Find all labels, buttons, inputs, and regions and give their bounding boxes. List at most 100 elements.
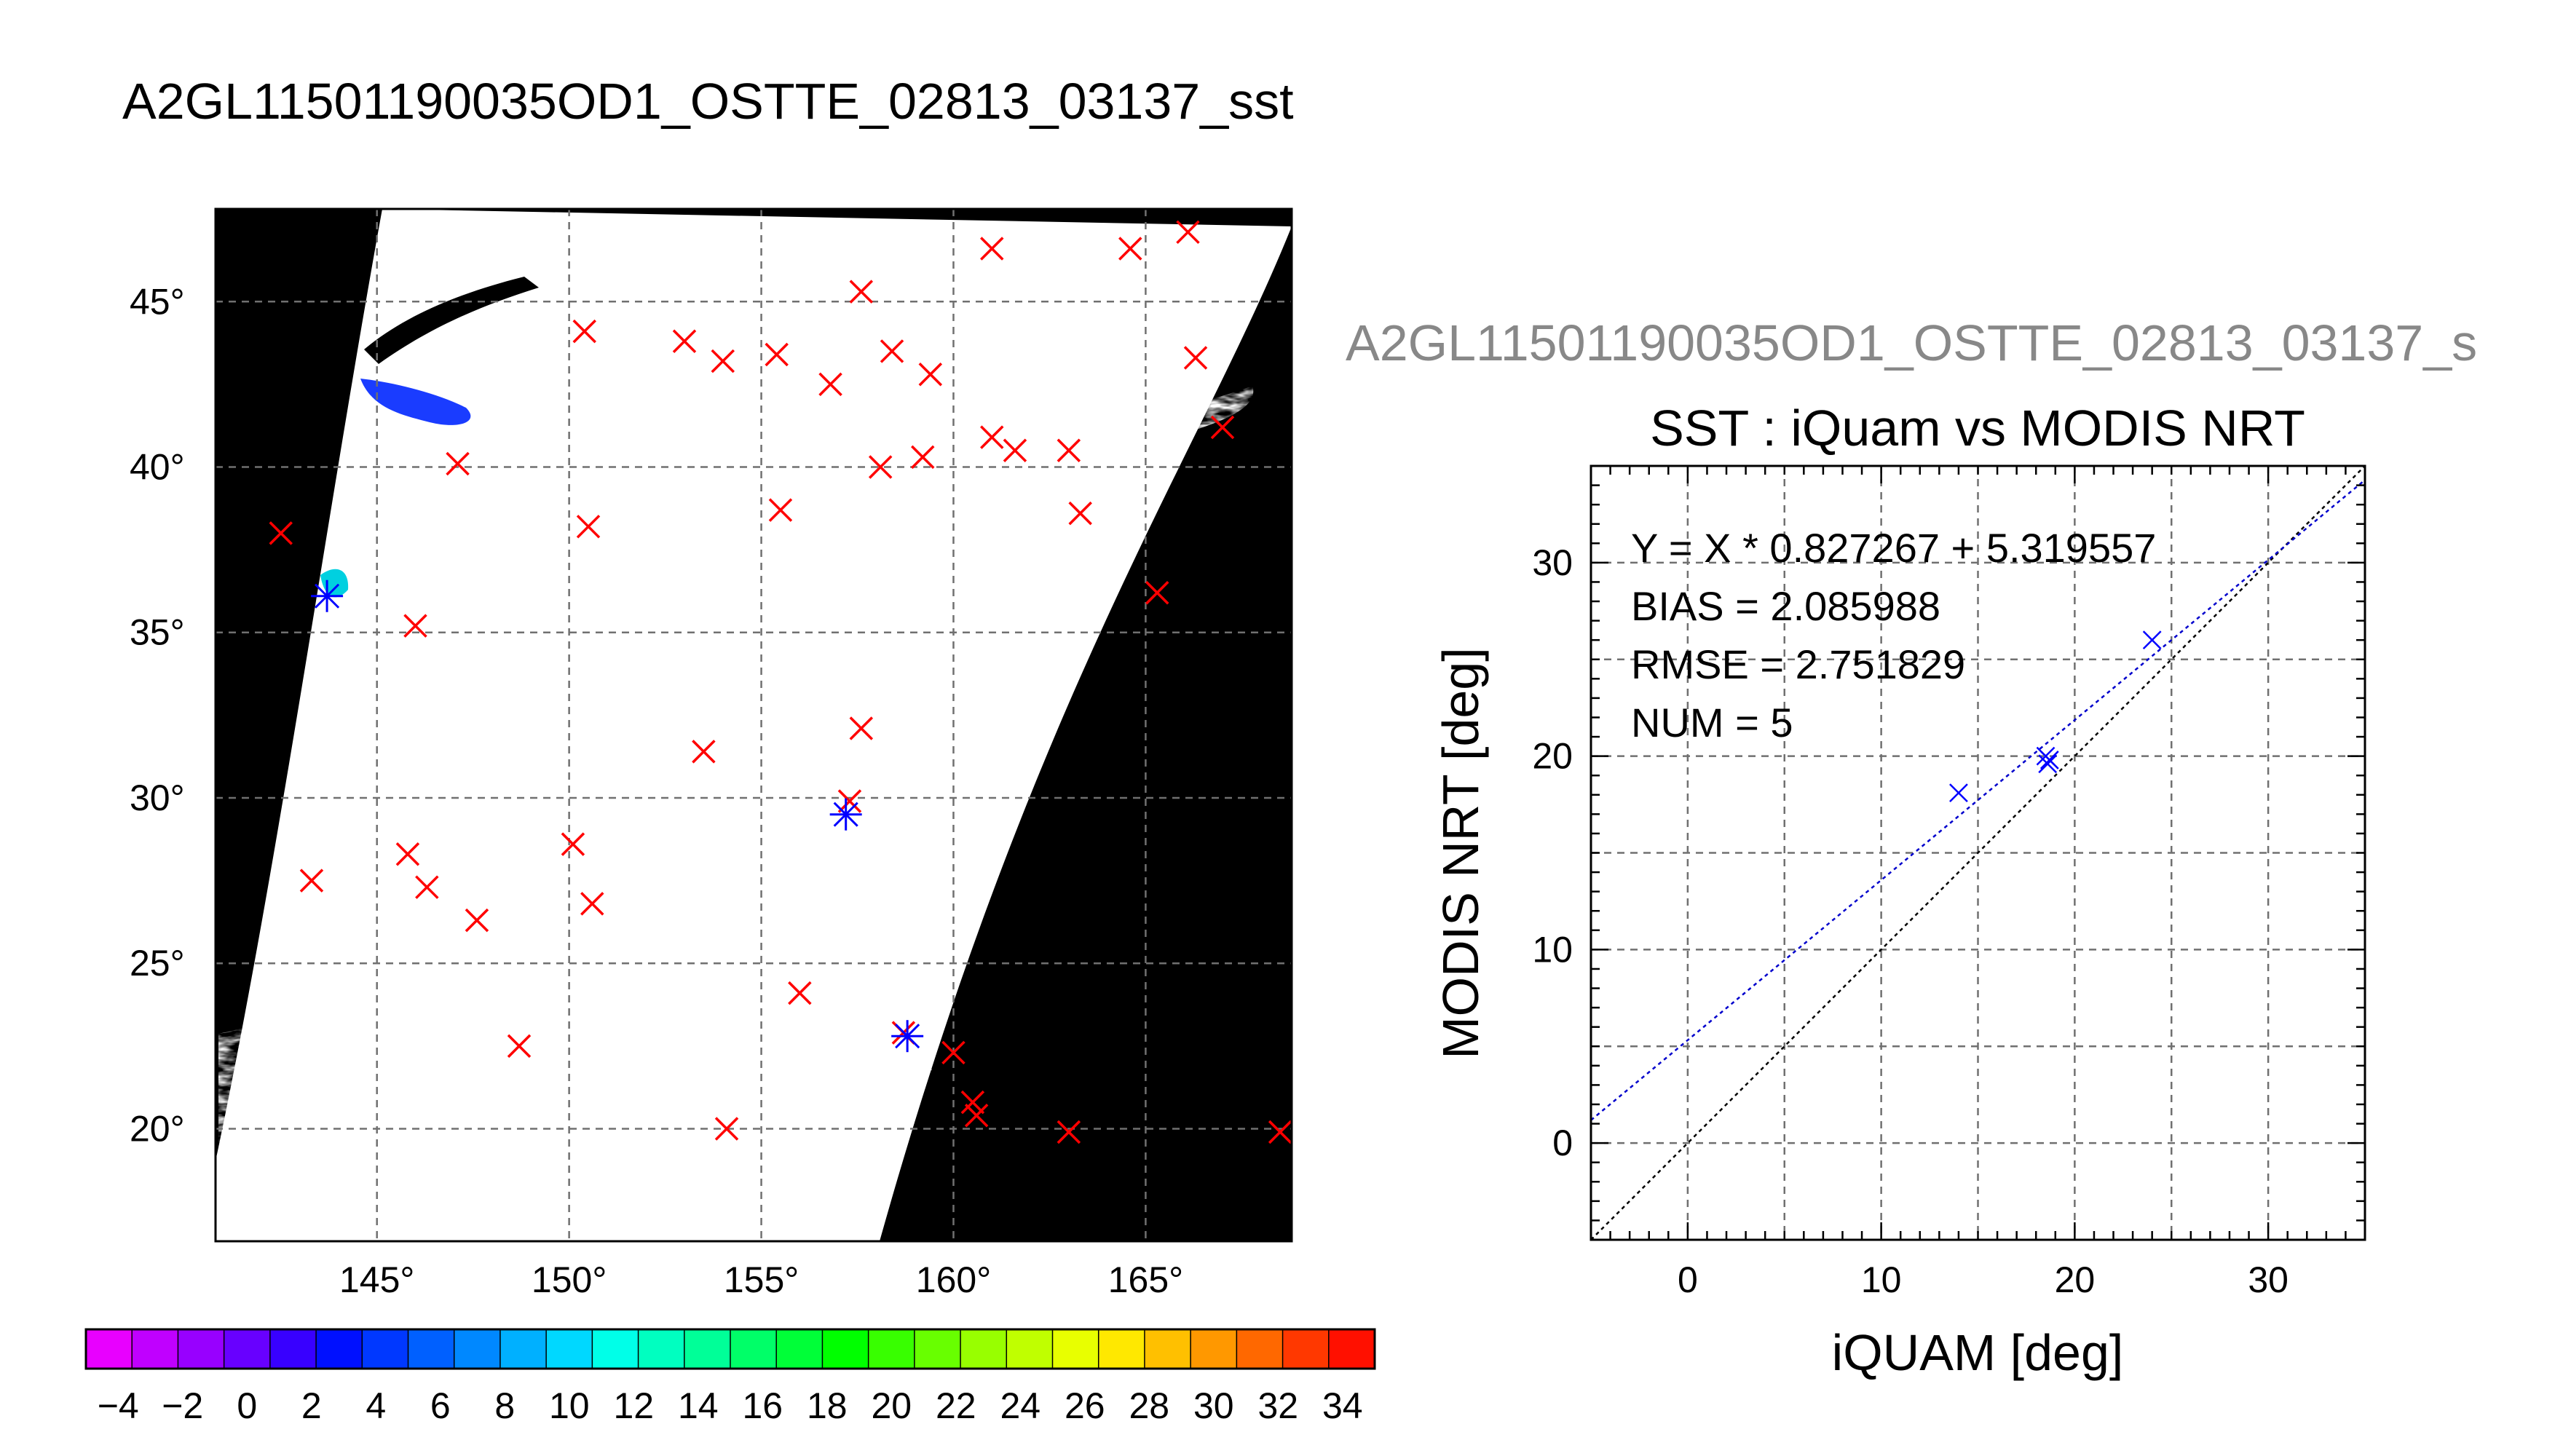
map-x-tick-label: 165° bbox=[1108, 1259, 1183, 1300]
colorbar-label: 30 bbox=[1193, 1385, 1234, 1426]
red-match-marker bbox=[465, 908, 489, 933]
scatter-point bbox=[2039, 751, 2059, 769]
colorbar-swatch bbox=[316, 1329, 363, 1369]
scatter-minor-ticks bbox=[1590, 464, 2366, 1241]
iquam-vs-modis-scatter: 0 10 20 30 0 10 20 30 Y = X * 0.827267 + 5.3195… bbox=[1432, 464, 2366, 1381]
colorbar-swatch bbox=[868, 1329, 915, 1369]
x-axis-label: iQUAM [deg] bbox=[1832, 1324, 2124, 1381]
sst-cold-patch-1 bbox=[360, 379, 471, 425]
map-x-tick-label: 150° bbox=[532, 1259, 607, 1300]
land-mask bbox=[364, 277, 539, 364]
colorbar-swatch bbox=[454, 1329, 501, 1369]
colorbar-swatch bbox=[1098, 1329, 1145, 1369]
red-match-marker bbox=[818, 372, 842, 397]
red-match-marker bbox=[446, 451, 470, 476]
red-match-marker bbox=[269, 521, 293, 545]
scatter-point bbox=[2038, 754, 2058, 774]
colorbar-swatch bbox=[1328, 1329, 1375, 1369]
scatter-y-tick-label: 30 bbox=[1532, 542, 1573, 583]
colorbar-swatch bbox=[776, 1329, 823, 1369]
red-match-marker bbox=[849, 716, 874, 740]
y-axis-label: MODIS NRT [deg] bbox=[1432, 647, 1489, 1059]
colorbar-label: 24 bbox=[1000, 1385, 1040, 1426]
stats-line: BIAS = 2.085988 bbox=[1631, 583, 1940, 629]
colorbar-swatch bbox=[178, 1329, 225, 1369]
colorbar-label: 4 bbox=[366, 1385, 386, 1426]
colorbar-swatch bbox=[224, 1329, 271, 1369]
colorbar-label: 16 bbox=[742, 1385, 783, 1426]
red-match-marker bbox=[960, 1090, 985, 1115]
sst-green-patch bbox=[495, 592, 604, 657]
red-match-marker bbox=[788, 981, 812, 1005]
colorbar-label: 18 bbox=[807, 1385, 848, 1426]
colorbar-swatch bbox=[1006, 1329, 1053, 1369]
colorbar-swatch bbox=[638, 1329, 685, 1369]
red-match-marker bbox=[572, 319, 596, 344]
red-match-marker bbox=[980, 237, 1004, 261]
red-marker-layer bbox=[269, 220, 1292, 1144]
scatter-x-tick-label: 20 bbox=[2055, 1259, 2096, 1300]
map-y-tick-label: 45° bbox=[130, 281, 185, 322]
colorbar-frame bbox=[84, 1328, 1376, 1370]
red-match-marker bbox=[1210, 415, 1235, 440]
colorbar-label: 28 bbox=[1129, 1385, 1169, 1426]
red-match-marker bbox=[692, 740, 716, 764]
red-match-marker bbox=[395, 842, 420, 866]
map-grid bbox=[216, 209, 1292, 1241]
colorbar-swatch bbox=[730, 1329, 777, 1369]
red-match-marker bbox=[507, 1034, 532, 1059]
red-match-marker bbox=[714, 1117, 739, 1141]
stats-line: NUM = 5 bbox=[1631, 700, 1793, 745]
blue-match-marker bbox=[311, 579, 344, 612]
red-match-marker bbox=[580, 892, 604, 916]
colorbar-label: 8 bbox=[494, 1385, 515, 1426]
red-match-marker bbox=[1145, 580, 1169, 605]
map-frame bbox=[214, 207, 1293, 1243]
scatter-point bbox=[2142, 630, 2162, 650]
red-match-marker bbox=[980, 425, 1004, 449]
red-match-marker bbox=[1118, 237, 1142, 261]
colorbar-swatch bbox=[822, 1329, 869, 1369]
colorbar-swatch bbox=[960, 1329, 1007, 1369]
map-x-tick-label: 145° bbox=[339, 1259, 414, 1300]
colorbar: −4 −2 0 2 4 6 8 10 12 14 16 18 20 22 24 26 28 30 32 34 bbox=[84, 1328, 1376, 1426]
colorbar-label: 12 bbox=[613, 1385, 654, 1426]
map-tick-labels: 145° 150° 155° 160° 165° 20° 25° 30° 35° 40° 45° bbox=[130, 281, 1183, 1300]
red-match-marker bbox=[941, 1040, 965, 1065]
sst-field bbox=[218, 379, 1176, 1172]
red-match-marker bbox=[765, 342, 789, 367]
colorbar-swatch bbox=[499, 1329, 547, 1369]
colorbar-swatch bbox=[1236, 1329, 1284, 1369]
scatter-tick-labels: 0 10 20 30 0 10 20 30 bbox=[1532, 542, 2289, 1300]
map-y-tick-label: 30° bbox=[130, 778, 185, 818]
red-match-marker bbox=[415, 875, 439, 899]
red-match-marker bbox=[1176, 220, 1200, 245]
map-y-tick-label: 35° bbox=[130, 612, 185, 653]
red-match-marker bbox=[1268, 1120, 1292, 1144]
red-match-marker bbox=[868, 455, 893, 479]
scatter-x-tick-label: 10 bbox=[1861, 1259, 1902, 1300]
colorbar-swatch bbox=[684, 1329, 731, 1369]
colorbar-label: 20 bbox=[871, 1385, 912, 1426]
sst-warm-band bbox=[524, 971, 932, 1099]
red-match-marker bbox=[672, 329, 697, 354]
red-match-marker bbox=[768, 498, 793, 522]
red-match-marker bbox=[711, 349, 735, 373]
colorbar-swatch bbox=[269, 1329, 317, 1369]
scatter-x-tick-label: 0 bbox=[1678, 1259, 1698, 1300]
red-match-marker bbox=[849, 280, 874, 304]
colorbar-label: 2 bbox=[301, 1385, 322, 1426]
colorbar-label: 0 bbox=[237, 1385, 257, 1426]
colorbar-label: 6 bbox=[430, 1385, 451, 1426]
map-y-tick-label: 20° bbox=[130, 1108, 185, 1149]
sst-map: 145° 150° 155° 160° 165° 20° 25° 30° 35° 40° 45° bbox=[130, 207, 1293, 1300]
colorbar-swatch bbox=[362, 1329, 408, 1369]
colorbar-label: 14 bbox=[678, 1385, 719, 1426]
red-match-marker bbox=[1003, 438, 1027, 463]
page-title: A2GL11501190035OD1_OSTTE_02813_03137_sst bbox=[122, 73, 1294, 130]
red-match-marker bbox=[918, 363, 943, 387]
red-match-marker bbox=[964, 1104, 989, 1128]
colorbar-swatch bbox=[914, 1329, 961, 1369]
colorbar-swatch bbox=[408, 1329, 455, 1369]
red-match-marker bbox=[1057, 438, 1081, 463]
